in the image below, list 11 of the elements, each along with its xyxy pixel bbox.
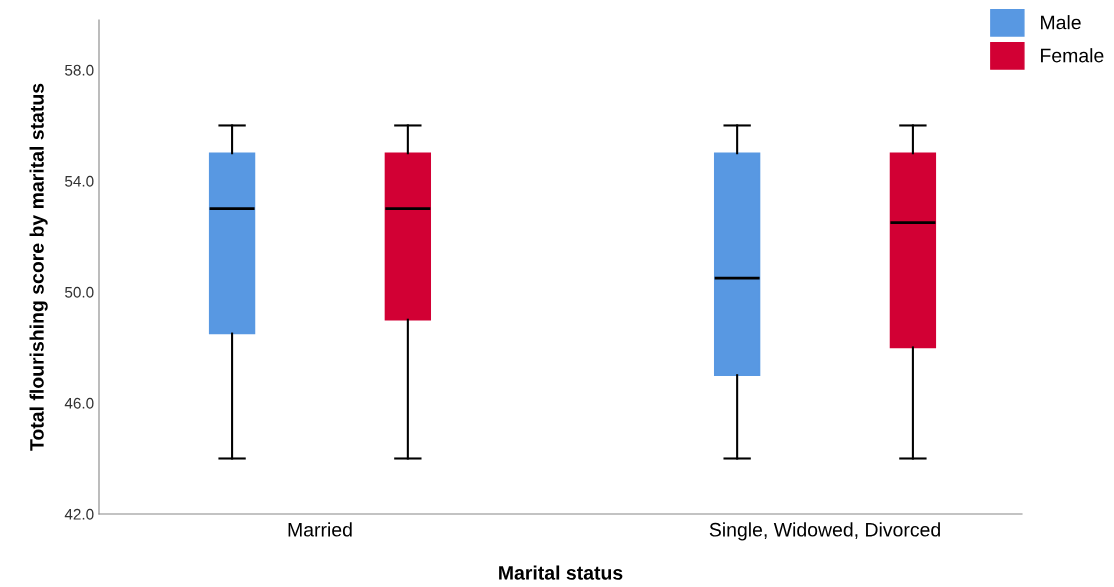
- y-tick-label: 50.0: [65, 286, 94, 298]
- y-tick-label: 54.0: [65, 175, 94, 187]
- x-tick-label: Single, Widowed, Divorced: [709, 522, 940, 541]
- x-tick-label: Married: [288, 522, 352, 537]
- y-tick-label: 46.0: [64, 397, 94, 409]
- y-tick-label: 42.0: [64, 508, 94, 520]
- legend-label: Female: [1041, 48, 1104, 63]
- y-axis-title: Total flourishing score by marital status: [29, 83, 48, 451]
- y-tick-label: 58.0: [65, 64, 94, 76]
- x-axis-title: Marital status: [499, 565, 623, 580]
- legend-label: Male: [1041, 15, 1081, 30]
